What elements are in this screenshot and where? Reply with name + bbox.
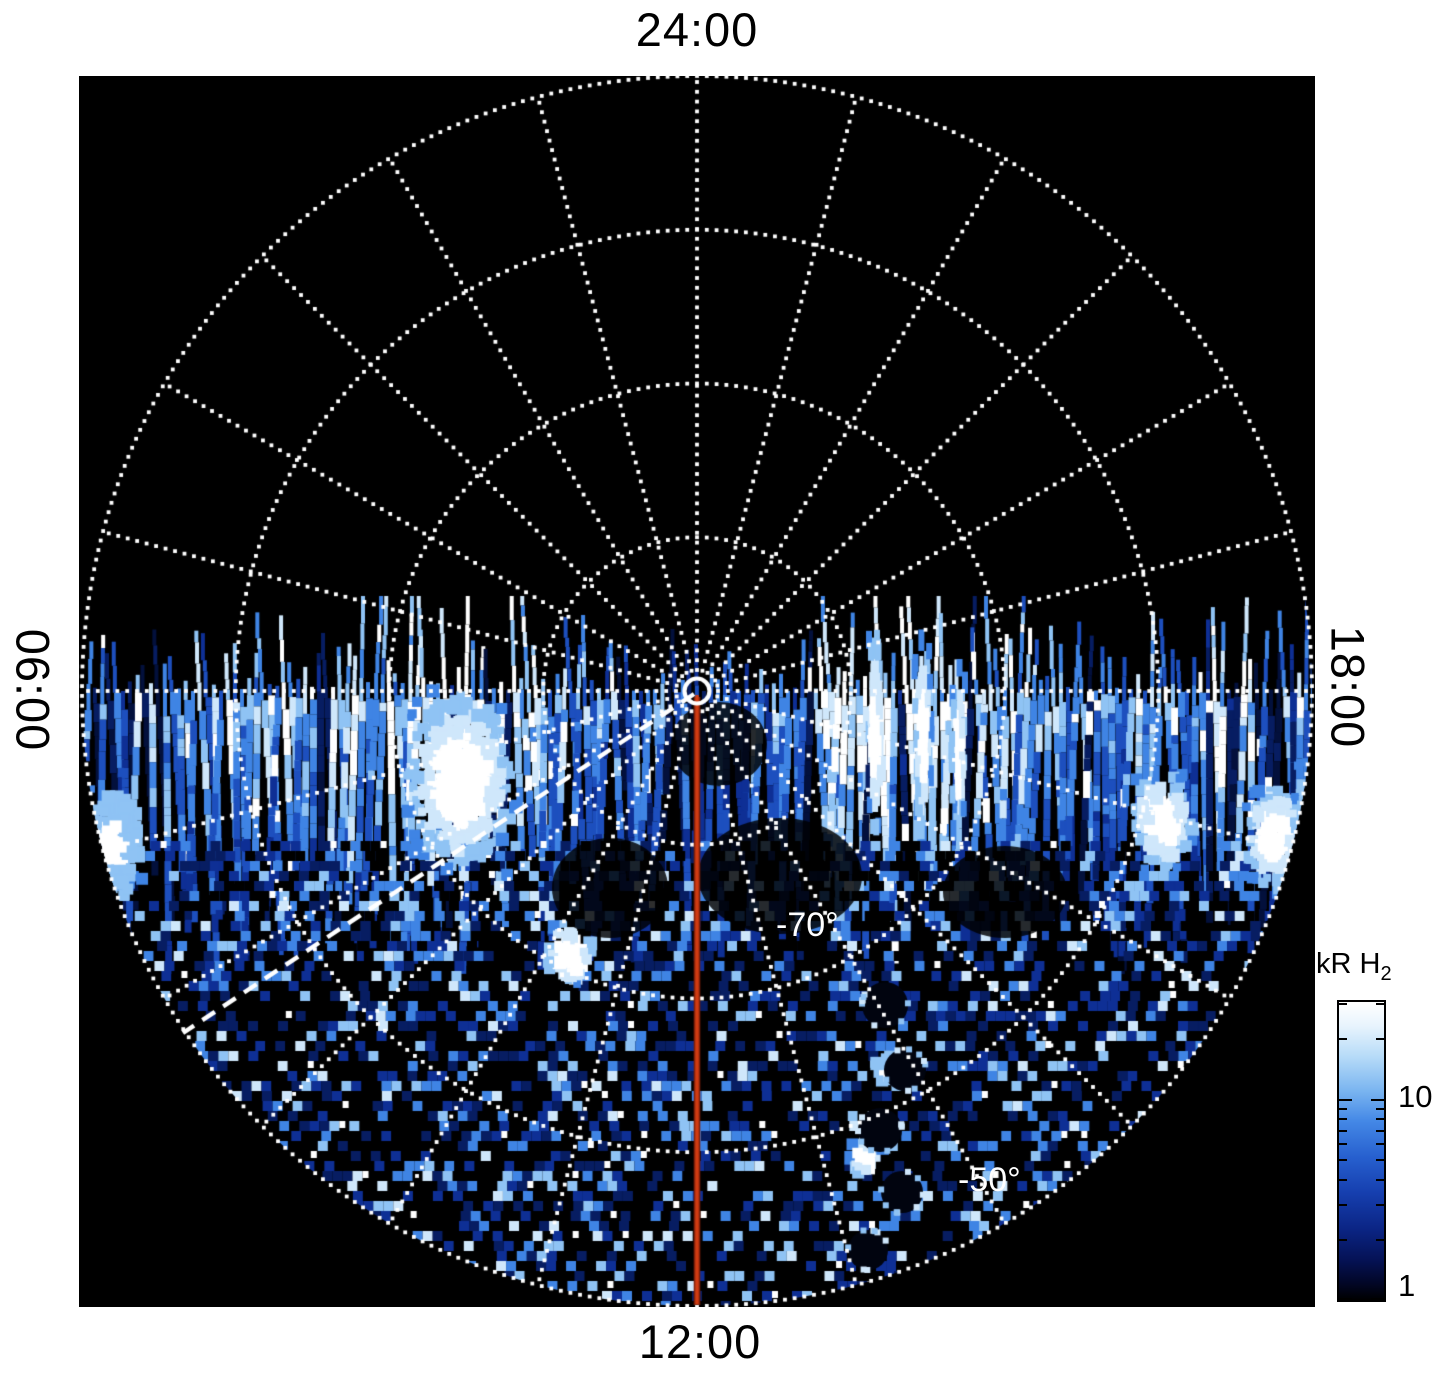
colorbar-tick bbox=[1376, 1118, 1384, 1121]
colorbar-tick bbox=[1339, 1159, 1347, 1162]
colorbar-tick bbox=[1339, 1118, 1347, 1121]
colorbar-tick bbox=[1376, 1204, 1384, 1207]
colorbar-tick bbox=[1376, 1108, 1384, 1111]
colorbar-tick bbox=[1339, 1143, 1347, 1146]
latitude-label-50: -50° bbox=[958, 1161, 1021, 1199]
hour-label-1800: 18:00 bbox=[1321, 625, 1375, 749]
colorbar-tick bbox=[1371, 1298, 1384, 1300]
colorbar-tick bbox=[1339, 1108, 1347, 1111]
colorbar-tick bbox=[1339, 1298, 1352, 1300]
aurora-heatmap-canvas bbox=[79, 76, 1315, 1307]
colorbar-tick bbox=[1376, 1239, 1384, 1242]
colorbar-tick bbox=[1371, 1098, 1384, 1101]
colorbar-tick bbox=[1376, 1130, 1384, 1132]
colorbar-tick bbox=[1339, 1038, 1347, 1041]
colorbar-tick bbox=[1376, 1143, 1384, 1146]
colorbar-tick bbox=[1339, 1178, 1347, 1181]
colorbar-tick bbox=[1339, 1239, 1347, 1242]
colorbar-tick bbox=[1339, 1002, 1347, 1005]
latitude-label-70: -70° bbox=[776, 906, 839, 944]
colorbar-tick-label-1: 1 bbox=[1398, 1268, 1416, 1303]
colorbar-title-text: kR H bbox=[1316, 948, 1381, 980]
colorbar-gradient bbox=[1337, 1000, 1386, 1302]
colorbar-title: kR H2 bbox=[1316, 948, 1392, 986]
colorbar-tick bbox=[1376, 1002, 1384, 1005]
colorbar-tick bbox=[1376, 1038, 1384, 1041]
hour-label-2400: 24:00 bbox=[635, 3, 759, 56]
colorbar-tick-label-10: 10 bbox=[1398, 1079, 1433, 1114]
hour-label-0600: 06:00 bbox=[6, 628, 60, 752]
colorbar-title-subscript: 2 bbox=[1380, 962, 1392, 985]
colorbar-tick bbox=[1376, 1178, 1384, 1181]
colorbar-tick bbox=[1339, 1130, 1347, 1132]
colorbar-tick bbox=[1376, 1159, 1384, 1162]
hour-label-1200: 12:00 bbox=[638, 1315, 762, 1368]
colorbar-tick bbox=[1339, 1098, 1352, 1101]
polar-aurora-plot: -70° -50° bbox=[79, 76, 1315, 1307]
colorbar-tick bbox=[1339, 1204, 1347, 1207]
